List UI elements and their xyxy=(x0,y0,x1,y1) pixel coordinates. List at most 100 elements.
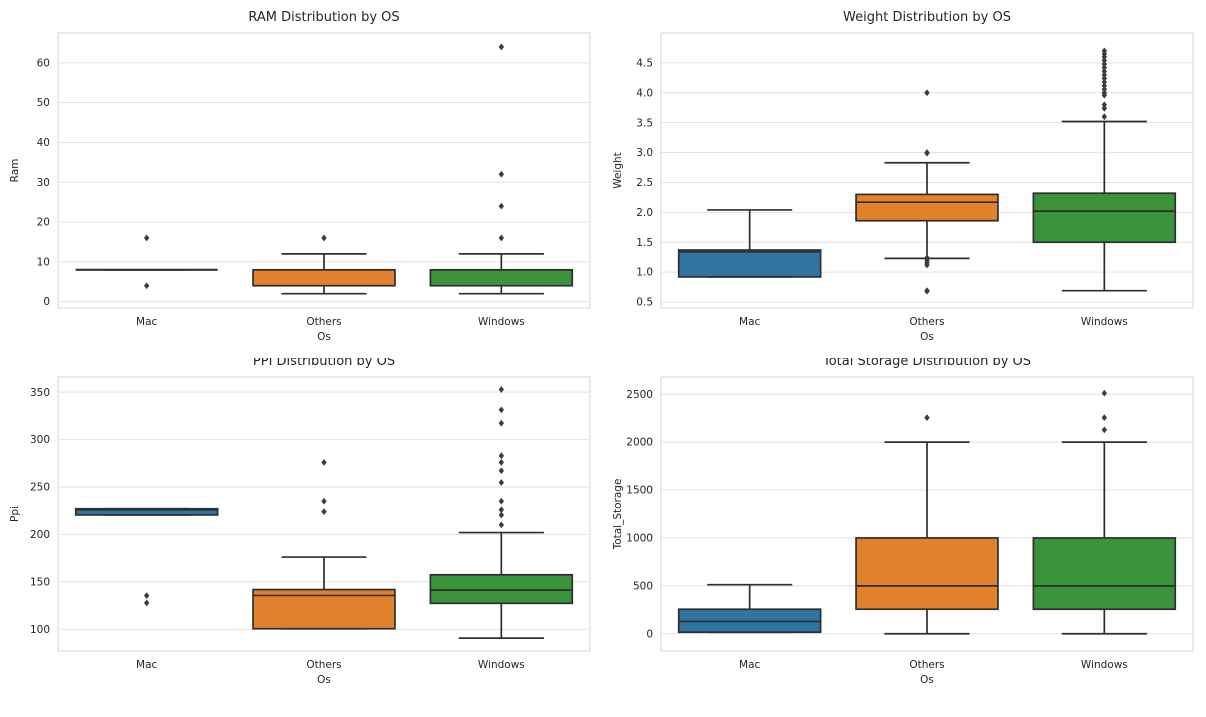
y-tick-label: 30 xyxy=(37,177,50,189)
ppi-chart-svg: 100 150 200 250 300 350 Mac Others Windows Os Ppi P… xyxy=(9,358,591,686)
x-tick-label: Others xyxy=(306,659,341,671)
box-mac xyxy=(677,583,822,634)
x-axis-label: Os xyxy=(920,331,934,343)
y-tick-label: 3.5 xyxy=(636,117,653,129)
y-tick-label: 1000 xyxy=(626,533,653,545)
outlier-marker xyxy=(498,202,505,210)
outlier-marker xyxy=(143,282,150,290)
x-tick-label: Mac xyxy=(136,316,157,328)
outlier-marker xyxy=(321,497,327,505)
outlier-marker xyxy=(498,419,505,427)
chart-title: PPI Distribution by OS xyxy=(253,358,395,369)
outlier-marker xyxy=(924,261,930,269)
y-tick-label: 50 xyxy=(37,97,50,109)
iqr-box xyxy=(429,268,574,287)
outlier-marker xyxy=(321,234,327,242)
box-windows xyxy=(429,43,574,295)
iqr-box xyxy=(677,249,822,278)
outlier-marker xyxy=(1101,113,1108,121)
y-tick-label: 300 xyxy=(30,434,50,446)
subplot-ram: 0 10 20 30 40 50 60 Mac Others Windows Os Ram RAM Di… xyxy=(0,0,603,358)
y-tick-label: 0.5 xyxy=(636,297,653,309)
outlier-marker xyxy=(498,506,505,514)
x-tick-label: Windows xyxy=(478,316,525,328)
x-tick-label: Others xyxy=(909,316,944,328)
outlier-marker xyxy=(498,406,505,414)
box-mac xyxy=(677,209,822,278)
iqr-box xyxy=(855,193,999,222)
y-tick-label: 10 xyxy=(37,256,50,268)
iqr-box xyxy=(1032,192,1177,244)
y-axis-label: Weight xyxy=(612,152,624,189)
outlier-marker xyxy=(498,452,505,460)
total-storage-chart-svg: 0 500 1000 1500 2000 2500 Mac Others Windows Os To… xyxy=(612,358,1194,686)
x-axis-label: Os xyxy=(317,674,331,686)
x-axis-label: Os xyxy=(317,331,331,343)
y-tick-label: 4.5 xyxy=(636,57,653,69)
outlier-marker xyxy=(321,508,327,516)
outlier-marker xyxy=(498,234,505,242)
y-tick-label: 2000 xyxy=(626,437,653,449)
box-others xyxy=(855,89,999,295)
outlier-marker xyxy=(143,592,150,600)
x-tick-label: Mac xyxy=(739,659,760,671)
outlier-marker xyxy=(498,458,505,466)
outlier-marker xyxy=(924,414,930,422)
x-axis-label: Os xyxy=(920,674,934,686)
y-tick-label: 500 xyxy=(633,580,653,592)
y-tick-label: 1.5 xyxy=(636,237,653,249)
y-tick-label: 1500 xyxy=(626,485,653,497)
axes-border xyxy=(57,32,591,309)
outlier-marker xyxy=(924,149,930,157)
y-tick-label: 2500 xyxy=(626,389,653,401)
axes-border xyxy=(57,376,591,652)
outlier-marker xyxy=(924,89,930,97)
iqr-box xyxy=(1032,537,1177,611)
outlier-marker xyxy=(498,43,505,51)
axes-border xyxy=(660,32,1194,309)
y-tick-label: 100 xyxy=(30,624,50,636)
subplot-ppi: 100 150 200 250 300 350 Mac Others Windows Os Ppi P… xyxy=(0,358,603,717)
box-windows xyxy=(429,386,574,639)
outlier-marker xyxy=(924,287,930,295)
y-axis-label: Ram xyxy=(9,159,21,183)
outlier-marker xyxy=(498,467,505,475)
box-windows xyxy=(1032,47,1177,292)
gridlines xyxy=(58,62,590,303)
y-tick-label: 250 xyxy=(30,482,50,494)
iqr-box xyxy=(429,573,574,605)
chart-title: Weight Distribution by OS xyxy=(843,10,1011,25)
box-others xyxy=(855,414,999,635)
outlier-marker xyxy=(498,479,505,486)
x-tick-label: Windows xyxy=(478,659,525,671)
y-tick-label: 1.0 xyxy=(636,267,653,279)
y-tick-label: 60 xyxy=(37,57,50,69)
outlier-marker xyxy=(498,170,505,178)
box-mac xyxy=(74,507,219,607)
y-tick-label: 0 xyxy=(43,296,50,308)
subplot-weight: 0.5 1.0 1.5 2.0 2.5 3.0 3.5 4.0 4.5 Mac Others Wind… xyxy=(603,0,1206,358)
y-axis-label: Total_Storage xyxy=(612,479,624,551)
outlier-marker xyxy=(498,386,505,393)
x-tick-label: Others xyxy=(909,659,944,671)
x-tick-label: Mac xyxy=(136,659,157,671)
box-mac xyxy=(75,234,218,290)
outlier-marker xyxy=(321,459,327,466)
y-tick-label: 40 xyxy=(37,137,50,149)
y-tick-label: 4.0 xyxy=(636,87,653,99)
box-windows xyxy=(1032,389,1177,635)
outlier-marker xyxy=(1101,389,1108,397)
outlier-marker xyxy=(498,521,505,529)
outlier-marker xyxy=(1101,426,1108,434)
outlier-marker xyxy=(498,511,505,519)
y-axis-label: Ppi xyxy=(9,506,21,522)
box-others xyxy=(252,234,396,295)
iqr-box xyxy=(74,507,219,516)
x-tick-label: Others xyxy=(306,316,341,328)
x-tick-label: Mac xyxy=(739,316,760,328)
y-tick-label: 200 xyxy=(30,529,50,541)
outlier-marker xyxy=(143,234,150,242)
outlier-marker xyxy=(498,497,505,505)
iqr-box xyxy=(252,268,396,287)
